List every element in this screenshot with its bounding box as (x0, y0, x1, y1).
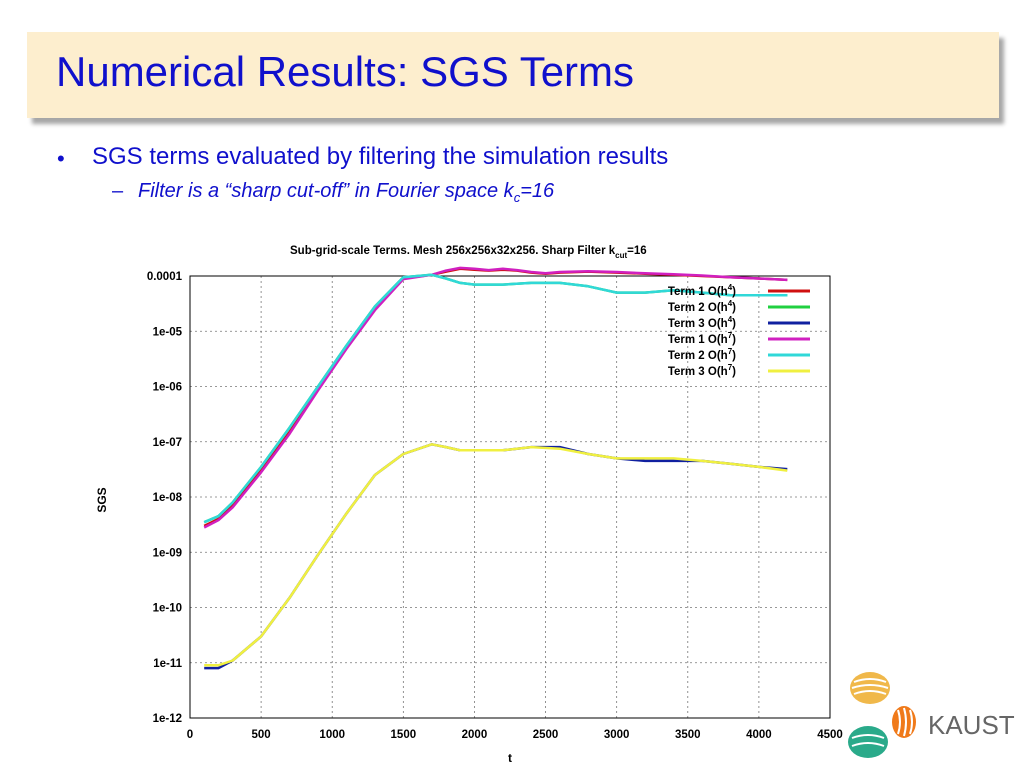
y-tick-label: 1e-05 (153, 326, 183, 338)
legend-label: Term 2 O(h7) (668, 347, 736, 362)
series-line (203, 273, 788, 524)
x-tick-label: 1500 (391, 729, 417, 741)
x-tick-label: 4500 (817, 729, 843, 741)
axis-ticks: 0 500 1000 1500 2000 2500 3000 3500 4000 4500 1e-1… (147, 271, 843, 741)
x-tick-label: 3000 (604, 729, 630, 741)
chart-title-sub: cut (615, 251, 627, 260)
sub-bullet-suffix: =16 (520, 180, 555, 202)
chart-title-end: =16 (627, 245, 647, 257)
legend-label: Term 3 O(h7) (668, 363, 736, 378)
y-tick-label: 0.0001 (147, 271, 183, 283)
sub-bullet-prefix: Filter is a “sharp cut-off” in Fourier s… (138, 180, 514, 202)
sub-bullet-subscript: c (513, 190, 521, 205)
y-tick-label: 1e-06 (153, 382, 182, 394)
series-line (204, 443, 788, 667)
bullet-marker: • (57, 146, 65, 171)
legend-label: Term 1 O(h4) (668, 283, 736, 298)
sgs-chart: Sub-grid-scale Terms. Mesh 256x256x32x25… (95, 245, 843, 765)
y-tick-label: 1e-11 (153, 658, 182, 670)
chart-grid (190, 276, 830, 718)
legend-label: Term 2 O(h4) (668, 299, 736, 314)
series-line (203, 266, 788, 529)
bullet-text: SGS terms evaluated by filtering the sim… (92, 143, 669, 170)
y-axis-label: SGS (95, 487, 109, 512)
y-tick-label: 1e-09 (153, 547, 182, 559)
legend-label: Term 3 O(h4) (668, 315, 736, 330)
chart-title: Sub-grid-scale Terms. Mesh 256x256x32x25… (290, 245, 647, 260)
kaust-emblem (848, 672, 916, 758)
series-line (204, 443, 788, 670)
series-lines (203, 266, 788, 670)
x-axis-label: t (508, 751, 512, 765)
x-tick-label: 3500 (675, 729, 701, 741)
sub-bullet-text: Filter is a “sharp cut-off” in Fourier s… (138, 180, 554, 205)
y-tick-label: 1e-12 (153, 713, 182, 725)
chart-title-main: Sub-grid-scale Terms. Mesh 256x256x32x25… (290, 245, 616, 257)
x-tick-label: 0 (187, 729, 193, 741)
kaust-wordmark: KAUST (928, 710, 1015, 740)
legend: Term 1 O(h4)Term 2 O(h4)Term 3 O(h4)Term… (668, 283, 810, 378)
plot-frame (189, 275, 831, 719)
x-tick-label: 2000 (462, 729, 488, 741)
slide-title: Numerical Results: SGS Terms (56, 48, 635, 95)
title-banner (27, 32, 999, 118)
kaust-logo: KAUST (848, 672, 1015, 758)
y-tick-label: 1e-07 (153, 437, 182, 449)
x-tick-label: 1000 (319, 729, 345, 741)
x-tick-label: 2500 (533, 729, 559, 741)
y-tick-label: 1e-10 (153, 603, 182, 615)
sub-bullet-dash: – (112, 180, 124, 202)
y-tick-label: 1e-08 (153, 492, 183, 504)
legend-label: Term 1 O(h7) (668, 331, 736, 346)
x-tick-label: 500 (252, 729, 271, 741)
x-tick-label: 4000 (746, 729, 772, 741)
